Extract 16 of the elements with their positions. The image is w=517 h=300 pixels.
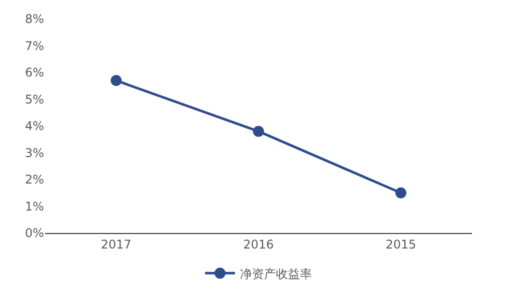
y-tick-label: 6% — [24, 66, 44, 80]
y-tick-label: 8% — [24, 12, 44, 26]
x-tick-label: 2015 — [386, 237, 416, 252]
point — [110, 75, 122, 86]
point — [253, 126, 264, 137]
y-tick-label: 7% — [24, 38, 44, 53]
point — [395, 187, 406, 198]
y-tick-label: 5% — [24, 92, 44, 106]
x-tick-label: 2016 — [243, 237, 274, 252]
y-tick-label: 4% — [24, 119, 44, 134]
y-tick-label: 0% — [24, 226, 44, 240]
y-tick-label: 2% — [24, 172, 44, 187]
legend-label: 净资产收益率 — [240, 266, 312, 281]
x-tick-label: 2017 — [100, 237, 132, 252]
y-tick-label: 1% — [24, 199, 44, 214]
y-tick-label: 3% — [24, 146, 44, 160]
